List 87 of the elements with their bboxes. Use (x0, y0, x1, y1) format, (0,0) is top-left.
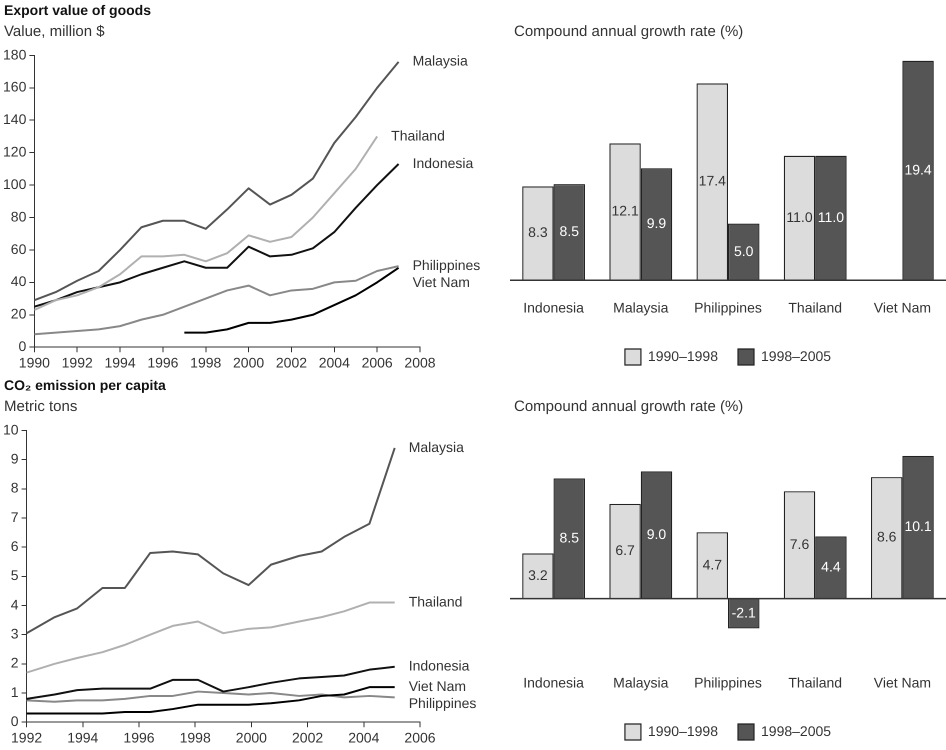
data-label: 17.4 (698, 172, 726, 189)
x-tick-label: Viet Nam (874, 299, 932, 316)
data-label: 10.1 (904, 518, 932, 534)
y-tick-label: 40 (10, 273, 27, 290)
data-label: 8.5 (560, 222, 580, 239)
y-tick-label: 2 (10, 654, 19, 671)
x-tick-label: 2006 (362, 354, 393, 370)
data-label: 7.6 (790, 536, 810, 552)
y-tick-label: 4 (10, 596, 19, 612)
data-label: 8.3 (528, 224, 548, 240)
x-tick-label: 2004 (348, 729, 380, 746)
y-axis-title: Metric tons (3, 397, 78, 417)
x-tick-label: 1990 (18, 354, 50, 370)
x-tick-label: Indonesia (523, 674, 584, 690)
series-label: Malaysia (408, 438, 464, 455)
y-tick-label: 8 (10, 480, 19, 496)
data-label: 3.2 (528, 566, 548, 583)
y-tick-label: 20 (10, 306, 27, 322)
data-label: 4.4 (821, 558, 841, 574)
data-label: 5.0 (734, 242, 754, 259)
x-tick-label: 1996 (123, 729, 155, 746)
data-label: 19.4 (904, 161, 932, 178)
series-label: Indonesia (412, 154, 474, 171)
x-tick-label: Philippines (694, 299, 762, 316)
x-tick-label: 1994 (67, 729, 99, 746)
y-tick-label: 160 (3, 78, 27, 95)
x-tick-label: Malaysia (613, 299, 669, 316)
series-label: Philippines (408, 695, 476, 712)
y-tick-label: 180 (3, 46, 27, 62)
legend-label: 1990–1998 (648, 722, 718, 739)
y-tick-label: 6 (10, 538, 19, 554)
x-tick-label: 2002 (276, 354, 308, 370)
chart-title: CO₂ emission per capita (3, 376, 167, 395)
y-tick-label: 100 (3, 176, 27, 192)
chart-title: Export value of goods (3, 1, 152, 20)
x-tick-label: Philippines (694, 674, 762, 690)
x-tick-label: 1994 (104, 354, 136, 370)
x-tick-label: Thailand (788, 299, 842, 316)
x-tick-label: 1998 (190, 354, 222, 370)
data-label: 6.7 (615, 542, 636, 558)
y-tick-label: 0 (10, 713, 19, 730)
y-axis-title: Value, million $ (3, 22, 106, 42)
y-tick-label: 80 (10, 208, 27, 224)
y-tick-label: 7 (10, 508, 19, 525)
data-label: 11.0 (818, 208, 844, 225)
legend-label: 1998–2005 (761, 348, 832, 364)
x-tick-label: 1996 (147, 354, 179, 370)
x-tick-label: Thailand (788, 674, 842, 690)
data-label: -2.1 (732, 604, 756, 620)
legend-label: 1990–1998 (648, 348, 718, 364)
x-tick-label: 2000 (233, 354, 264, 370)
x-tick-label: 1998 (180, 729, 211, 746)
x-tick-label: Malaysia (613, 674, 669, 690)
y-tick-label: 1 (10, 684, 19, 700)
series-label: Indonesia (408, 658, 470, 674)
x-tick-label: 2006 (404, 729, 436, 746)
series-label: Thailand (391, 127, 445, 144)
x-tick-label: Viet Nam (874, 674, 932, 690)
y-axis-title: Compound annual growth rate (%) (513, 397, 744, 417)
x-tick-label: 2008 (404, 354, 436, 370)
series-label: Philippines (412, 257, 480, 274)
y-tick-label: 0 (18, 338, 27, 354)
data-label: 4.7 (702, 556, 722, 572)
x-tick-label: 2002 (292, 729, 324, 746)
data-label: 11.0 (786, 208, 813, 225)
x-tick-label: 1992 (62, 354, 93, 370)
x-tick-label: Indonesia (523, 299, 584, 316)
x-tick-label: 2004 (318, 354, 350, 370)
legend-label: 1998–2005 (761, 722, 832, 739)
data-label: 12.1 (611, 202, 639, 219)
data-label: 8.6 (876, 528, 897, 545)
x-tick-label: 1992 (10, 729, 42, 746)
y-tick-label: 3 (10, 626, 19, 642)
data-label: 8.5 (560, 529, 580, 546)
y-tick-label: 60 (10, 240, 27, 257)
x-tick-label: 2000 (236, 729, 268, 746)
data-label: 9.0 (646, 526, 666, 542)
series-label: Viet Nam (412, 274, 470, 290)
y-tick-label: 120 (3, 144, 27, 160)
series-label: Malaysia (412, 52, 468, 69)
y-tick-label: 5 (10, 567, 19, 584)
y-tick-label: 140 (3, 111, 27, 128)
data-label: 9.9 (646, 215, 666, 232)
y-tick-label: 9 (10, 450, 19, 466)
y-tick-label: 10 (2, 421, 19, 438)
series-label: Thailand (408, 593, 462, 610)
y-axis-title: Compound annual growth rate (%) (513, 22, 744, 42)
